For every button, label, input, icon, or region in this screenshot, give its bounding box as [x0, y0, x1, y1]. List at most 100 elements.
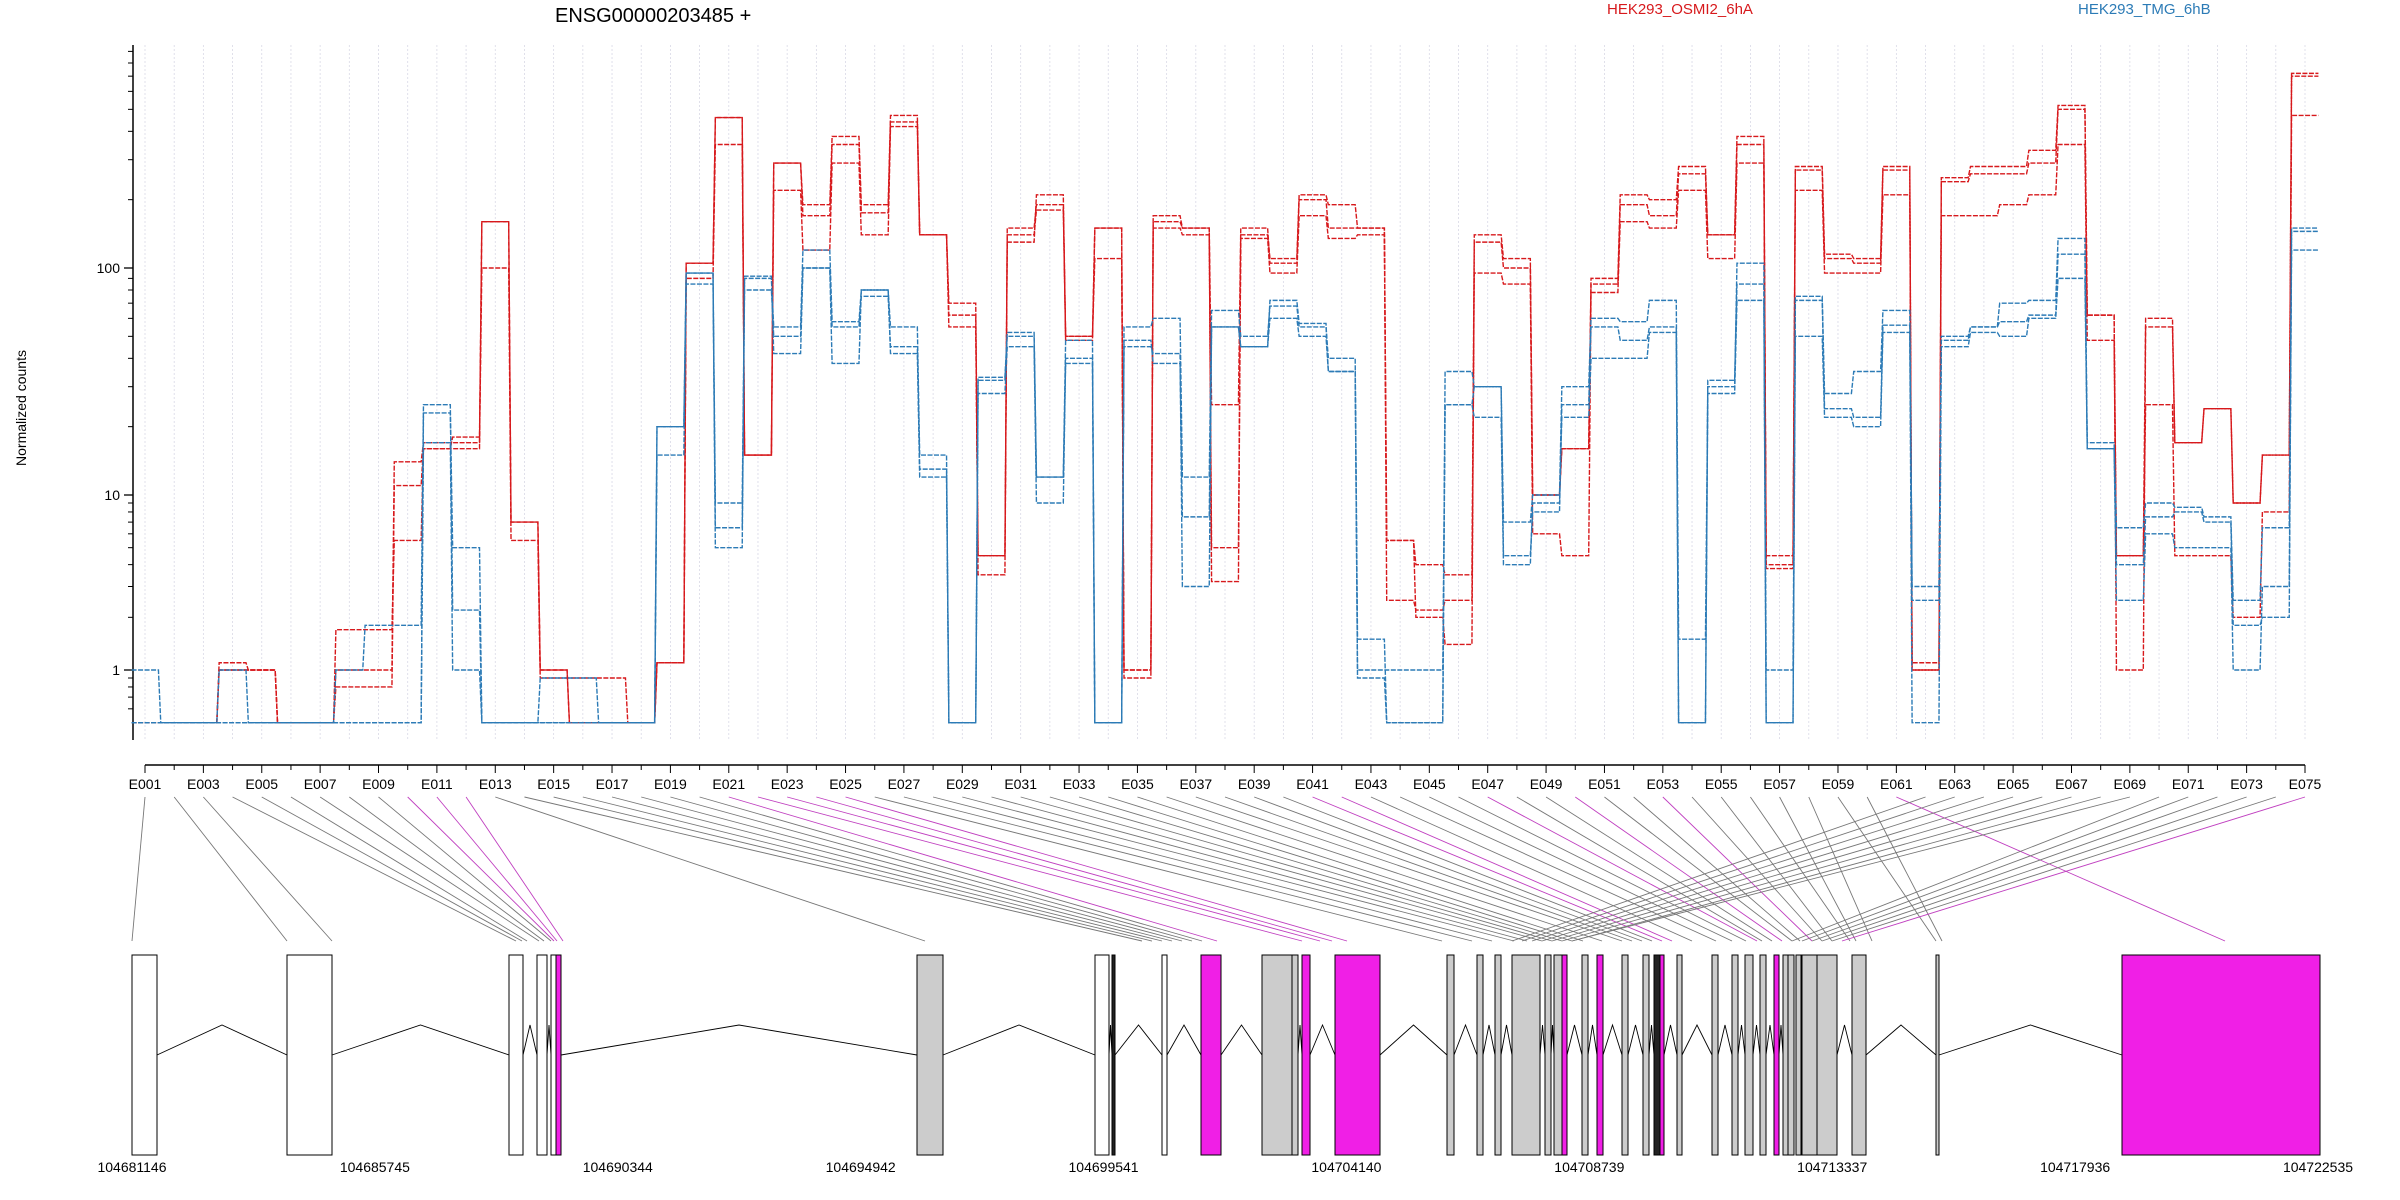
exon-connector: [1312, 796, 1663, 942]
x-tick-label: E003: [187, 776, 220, 792]
exon-box: [1596, 954, 1604, 1156]
exon-connector: [1108, 796, 1573, 942]
x-axis: E001 E003 E005 E007 E009 E011 E013 E015 E017 E019…: [129, 764, 2322, 792]
intron-line: [1717, 1024, 1733, 1056]
intron-line: [156, 1024, 288, 1056]
exon-box: [1816, 954, 1838, 1156]
x-tick-label: E033: [1063, 776, 1096, 792]
coordinate-label: 104681146: [97, 1159, 166, 1175]
exon-connector: [962, 796, 1515, 942]
exon-box: [1111, 954, 1116, 1156]
x-tick-label: E037: [1179, 776, 1212, 792]
exon-box: [1653, 954, 1661, 1156]
intron-line: [1836, 1024, 1853, 1056]
y-tick-label: 10: [104, 487, 120, 503]
intron-line: [1778, 1024, 1784, 1056]
exon-connector: [699, 796, 1203, 942]
exon-box: [1851, 954, 1867, 1156]
coordinate-label: 104713337: [1797, 1159, 1867, 1175]
exon-connector: [173, 796, 288, 942]
exon-connector: [407, 796, 555, 942]
exon-box: [1711, 954, 1719, 1156]
exon-box: [536, 954, 548, 1156]
coordinate-label: 104717936: [2040, 1159, 2110, 1175]
exon-connector: [845, 796, 1348, 942]
exon-box: [1446, 954, 1455, 1156]
x-tick-label: E017: [596, 776, 629, 792]
intron-line: [1166, 1024, 1202, 1056]
exon-box: [1935, 954, 1940, 1156]
exon-connector: [436, 796, 558, 942]
exon-box: [1759, 954, 1767, 1156]
exon-connector: [787, 796, 1321, 942]
exon-connector: [553, 796, 1153, 942]
exon-connector: [1545, 796, 1773, 942]
genomic-coordinates: 104681146 104685745 104690344 104694942 1046…: [97, 1159, 2353, 1175]
exon-connector: [932, 796, 1493, 942]
exon-connector: [1811, 796, 2218, 942]
intron-line: [1737, 1024, 1746, 1056]
exon-connector: [1487, 796, 1758, 942]
intron-line: [1865, 1024, 1937, 1056]
intron-line: [1752, 1024, 1761, 1056]
exon-connector: [1049, 796, 1553, 942]
y-tick-label: 1: [112, 662, 120, 678]
intron-line: [331, 1024, 510, 1056]
exon-box: [1476, 954, 1484, 1156]
coordinate-label: 104708739: [1554, 1159, 1624, 1175]
exon-box: [1544, 954, 1552, 1156]
intron-line: [1602, 1023, 1623, 1056]
x-tick-label: E023: [771, 776, 804, 792]
exon-connector: [232, 796, 517, 942]
exon-box: [916, 954, 944, 1156]
exon-connector: [1866, 796, 1943, 942]
exon-connector: [1561, 796, 2072, 942]
exon-box: [2121, 954, 2321, 1156]
exon-connector: [728, 796, 1218, 942]
x-tick-label: E019: [654, 776, 687, 792]
exon-box: [131, 954, 158, 1156]
x-tick-label: E059: [1822, 776, 1855, 792]
exon-box: [1161, 954, 1168, 1156]
x-tick-label: E041: [1296, 776, 1329, 792]
x-tick-label: E061: [1880, 776, 1913, 792]
intron-line: [1648, 1024, 1655, 1056]
exon-gridlines: [144, 45, 2306, 740]
exon-connector: [1429, 796, 1733, 942]
exon-box: [1561, 954, 1568, 1156]
exon-connector: [524, 796, 1143, 942]
exon-connector: [1224, 796, 1633, 942]
intron-line: [560, 1024, 918, 1056]
x-tick-label: E055: [1705, 776, 1738, 792]
chart-title: ENSG00000203485 +: [555, 5, 751, 27]
x-tick-label: E053: [1646, 776, 1679, 792]
exon-connector: [1575, 796, 1783, 942]
exon-connector: [1020, 796, 1543, 942]
exon-box: [1494, 954, 1502, 1156]
intron-line: [1297, 1024, 1303, 1056]
exon-box: [1744, 954, 1754, 1156]
exon-box: [508, 954, 524, 1156]
intron-line: [1114, 1024, 1163, 1056]
x-tick-label: E065: [1997, 776, 2030, 792]
x-tick-label: E045: [1413, 776, 1446, 792]
exon-box: [555, 954, 562, 1156]
intron-line: [1627, 1024, 1644, 1056]
exon-connector: [1166, 796, 1603, 942]
exon-box: [1787, 954, 1795, 1156]
exon-connector: [1531, 796, 1985, 942]
series-lines: [131, 72, 2319, 724]
x-tick-label: E049: [1530, 776, 1563, 792]
x-tick-label: E015: [537, 776, 570, 792]
intron-line: [942, 1024, 1096, 1056]
coordinate-label: 104722535: [2283, 1159, 2353, 1175]
exon-connector: [1511, 796, 1926, 942]
intron-line: [522, 1024, 538, 1056]
exon-connector: [757, 796, 1303, 942]
coordinate-label: 104685745: [340, 1159, 410, 1175]
exon-box: [550, 954, 557, 1156]
exon-box: [1581, 954, 1589, 1156]
exon-connector: [1831, 796, 2276, 942]
x-tick-label: E063: [1938, 776, 1971, 792]
